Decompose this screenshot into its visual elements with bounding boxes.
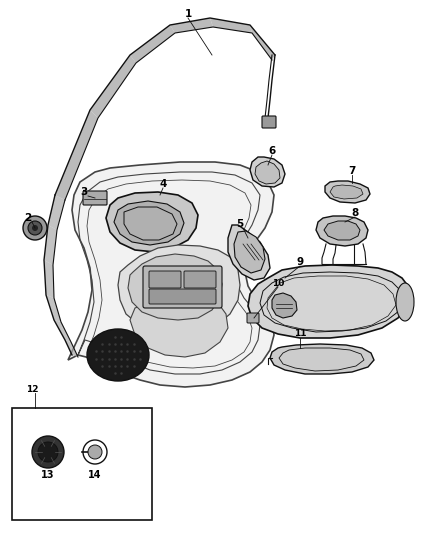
Polygon shape [330, 185, 363, 199]
Text: 1: 1 [184, 9, 192, 19]
Polygon shape [255, 161, 280, 184]
Polygon shape [48, 195, 65, 230]
Text: 4: 4 [159, 179, 167, 189]
FancyBboxPatch shape [12, 408, 152, 520]
Polygon shape [130, 292, 228, 357]
Polygon shape [250, 25, 275, 60]
Polygon shape [106, 192, 198, 252]
Polygon shape [54, 320, 71, 342]
Circle shape [88, 445, 102, 459]
Polygon shape [130, 25, 175, 63]
Ellipse shape [87, 329, 149, 381]
Polygon shape [325, 181, 370, 203]
Ellipse shape [396, 283, 414, 321]
Circle shape [38, 442, 58, 462]
FancyBboxPatch shape [149, 271, 181, 288]
Polygon shape [90, 55, 136, 118]
Polygon shape [270, 344, 374, 374]
Circle shape [23, 216, 47, 240]
Polygon shape [248, 265, 410, 338]
Polygon shape [128, 254, 222, 320]
Polygon shape [65, 340, 78, 357]
Text: 6: 6 [268, 146, 276, 156]
FancyBboxPatch shape [149, 289, 216, 304]
Polygon shape [46, 295, 61, 322]
FancyBboxPatch shape [247, 313, 259, 323]
Text: 13: 13 [41, 470, 55, 480]
Circle shape [28, 221, 42, 235]
Text: 14: 14 [88, 470, 102, 480]
Polygon shape [118, 245, 240, 332]
Polygon shape [114, 201, 184, 245]
Text: 9: 9 [297, 257, 304, 267]
Circle shape [32, 225, 38, 231]
Polygon shape [272, 293, 297, 318]
Polygon shape [324, 221, 360, 240]
Polygon shape [170, 18, 213, 33]
Text: 12: 12 [26, 384, 38, 393]
Polygon shape [210, 18, 252, 33]
Polygon shape [228, 225, 270, 280]
Polygon shape [234, 231, 265, 273]
Text: 11: 11 [294, 329, 306, 338]
FancyBboxPatch shape [143, 266, 222, 308]
Text: 7: 7 [348, 166, 356, 176]
Text: 8: 8 [351, 208, 359, 218]
Polygon shape [250, 157, 285, 187]
Circle shape [32, 436, 64, 468]
Text: 10: 10 [272, 279, 284, 287]
FancyBboxPatch shape [184, 271, 216, 288]
Text: 2: 2 [25, 213, 32, 223]
Polygon shape [316, 216, 368, 246]
Text: 3: 3 [81, 187, 88, 197]
Polygon shape [44, 225, 57, 265]
Polygon shape [55, 110, 98, 200]
FancyBboxPatch shape [262, 116, 276, 128]
FancyBboxPatch shape [83, 191, 107, 205]
Polygon shape [44, 260, 54, 298]
Polygon shape [68, 162, 274, 387]
Text: 5: 5 [237, 219, 244, 229]
